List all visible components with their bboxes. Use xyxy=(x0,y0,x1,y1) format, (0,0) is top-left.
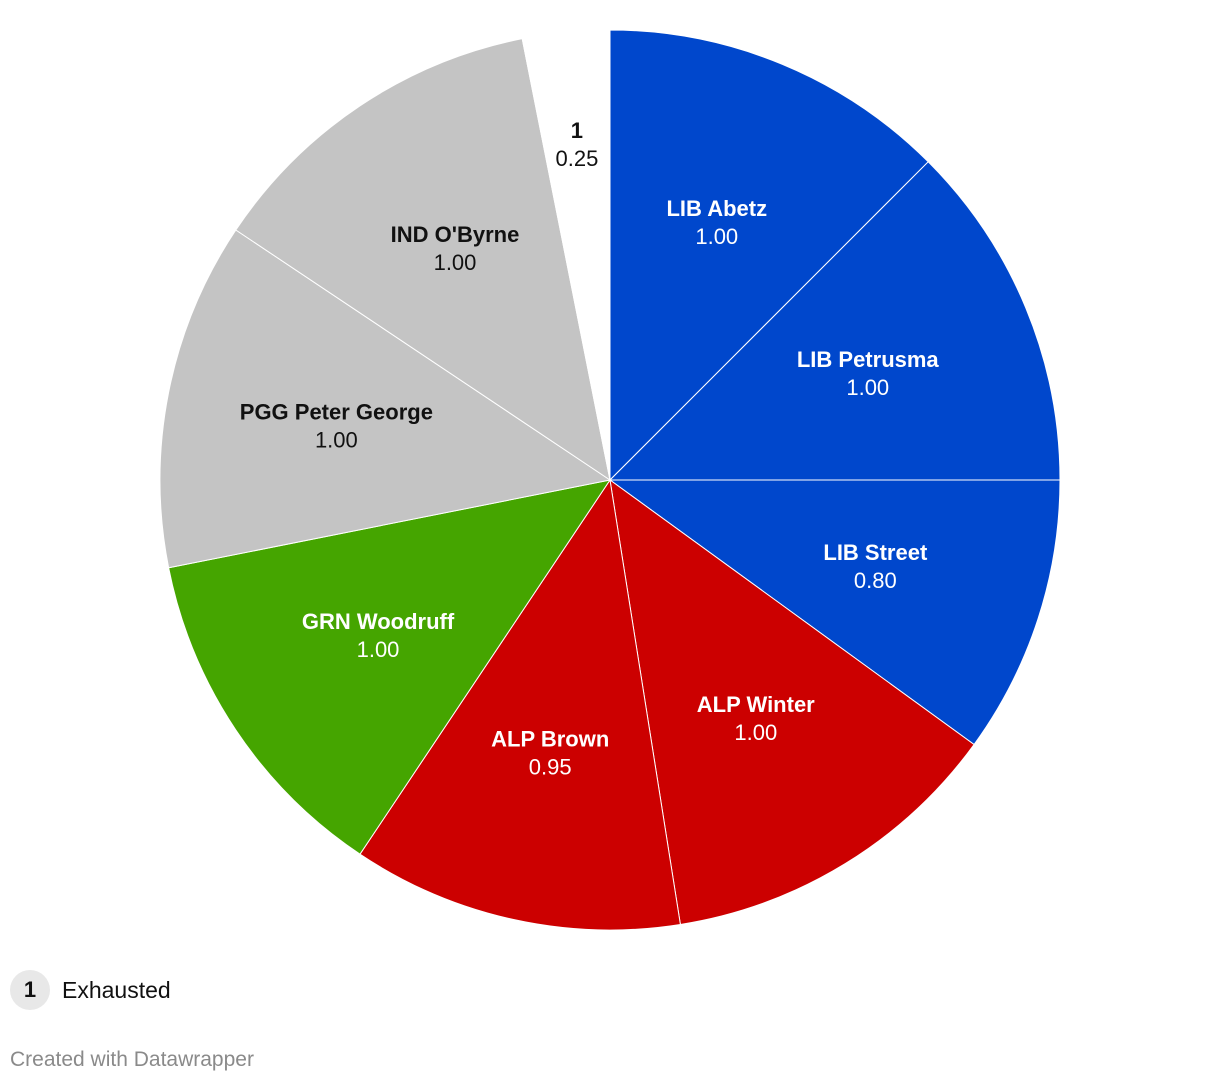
slice-label-lib-abetz: LIB Abetz xyxy=(666,196,767,221)
legend-marker: 1 xyxy=(10,970,50,1010)
slice-label-alp-winter: ALP Winter xyxy=(697,692,815,717)
pie-slice-lib-petrusma xyxy=(608,161,1061,481)
slice-label-alp-brown: ALP Brown xyxy=(491,727,609,752)
pie-slice-lib-street xyxy=(608,479,1061,746)
slice-value-alp-brown: 0.95 xyxy=(529,755,572,780)
slice-label-ind-o-byrne: IND O'Byrne xyxy=(391,222,520,247)
pie-slice-pgg-peter-george xyxy=(159,229,612,569)
slice-value-alp-winter: 1.00 xyxy=(734,720,777,745)
pie-slice-lib-abetz xyxy=(609,29,929,482)
pie-slice-1 xyxy=(521,29,611,481)
slice-label-lib-street: LIB Street xyxy=(823,540,928,565)
pie-slice-alp-brown xyxy=(359,478,681,931)
slice-value-ind-o-byrne: 1.00 xyxy=(434,250,477,275)
slice-value-grn-woodruff: 1.00 xyxy=(357,637,400,662)
footer-credit: Created with Datawrapper xyxy=(10,1048,254,1071)
pie-chart: LIB Abetz 1.00 LIB Petrusma 1.00 LIB Street 0… xyxy=(159,29,1061,931)
slice-value-lib-street: 0.80 xyxy=(854,568,897,593)
slice-label-pgg-peter-george: PGG Peter George xyxy=(240,400,433,425)
slice-label-1: 1 xyxy=(571,118,583,143)
slice-label-lib-petrusma: LIB Petrusma xyxy=(797,347,940,372)
slice-value-lib-petrusma: 1.00 xyxy=(846,375,889,400)
pie-slice-alp-winter xyxy=(609,478,975,926)
pie-slice-grn-woodruff xyxy=(168,479,612,855)
slice-label-grn-woodruff: GRN Woodruff xyxy=(302,609,455,634)
legend: 1 Exhausted xyxy=(10,970,171,1010)
slice-value-lib-abetz: 1.00 xyxy=(695,224,738,249)
pie-slice-ind-o-byrne xyxy=(235,38,611,482)
slice-value-1: 0.25 xyxy=(556,146,599,171)
legend-label: Exhausted xyxy=(62,976,171,1003)
slice-value-pgg-peter-george: 1.00 xyxy=(315,428,358,453)
